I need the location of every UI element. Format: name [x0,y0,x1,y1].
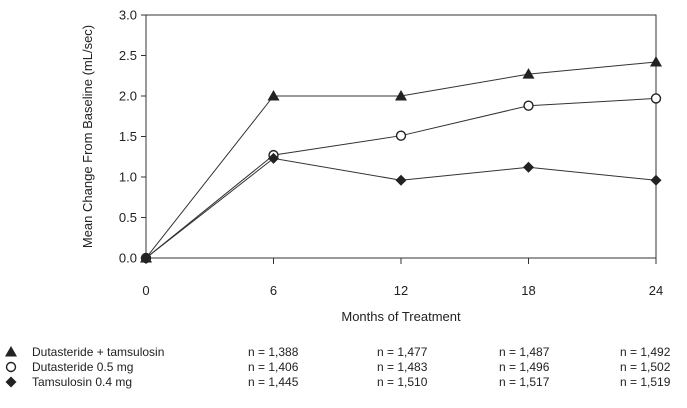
legend-label-1: Dutasteride + tamsulosin [32,345,164,359]
sample-size-label: n = 1,496 [499,360,550,374]
sample-size-label: n = 1,492 [620,345,671,359]
data-point-series-2 [523,100,534,111]
y-tick-label: 2.5 [119,48,137,63]
data-point-series-1 [650,55,662,67]
x-tick-label: 0 [142,283,149,298]
y-axis: 0.0 0.5 1.0 1.5 2.0 2.5 3.0 [119,8,146,266]
data-point-series-3 [268,152,279,164]
legend-label-2: Dutasteride 0.5 mg [32,360,133,374]
sample-size-label: n = 1,406 [248,360,299,374]
data-point-series-3 [395,174,407,186]
x-tick-label: 6 [270,283,277,298]
y-tick-label: 0.0 [119,251,137,266]
sample-size-label: n = 1,483 [377,360,428,374]
sample-size-label: n = 1,517 [499,375,550,389]
legend-label-3: Tamsulosin 0.4 mg [32,375,132,389]
y-tick-label: 2.0 [119,89,137,104]
x-axis-label: Months of Treatment [341,309,461,324]
data-point-series-1 [522,68,535,79]
data-point-series-3 [523,161,534,173]
sample-size-label: n = 1,519 [620,375,671,389]
y-tick-label: 3.0 [119,8,137,23]
series-markers [140,55,662,264]
legend-marker-3 [5,376,17,388]
sample-size-label: n = 1,510 [377,375,428,389]
data-point-series-1 [267,90,280,101]
x-tick-label: 24 [649,283,663,298]
legend-marker-2 [5,361,17,373]
x-tick-label: 18 [521,283,535,298]
data-point-series-1 [395,90,407,101]
sample-size-label: n = 1,487 [499,345,550,359]
data-point-series-2 [395,130,407,141]
series-line-3 [145,157,657,259]
y-axis-label: Mean Change From Baseline (mL/sec) [80,25,95,248]
sample-size-label: n = 1,445 [248,375,299,389]
data-point-series-3 [650,174,662,186]
data-point-series-2 [650,93,662,104]
y-tick-label: 0.5 [119,210,137,225]
y-tick-label: 1.5 [119,129,137,144]
legend: Dutasteride + tamsulosin n = 1,388 n = 1,4… [5,345,671,389]
sample-size-label: n = 1,388 [248,345,299,359]
x-axis: 0 6 12 18 24 [142,258,663,298]
x-tick-label: 12 [394,283,408,298]
sample-size-label: n = 1,477 [377,345,428,359]
legend-marker-1 [5,346,17,357]
data-point-series-3 [140,252,152,264]
y-tick-label: 1.0 [119,170,137,185]
sample-size-label: n = 1,502 [620,360,671,374]
